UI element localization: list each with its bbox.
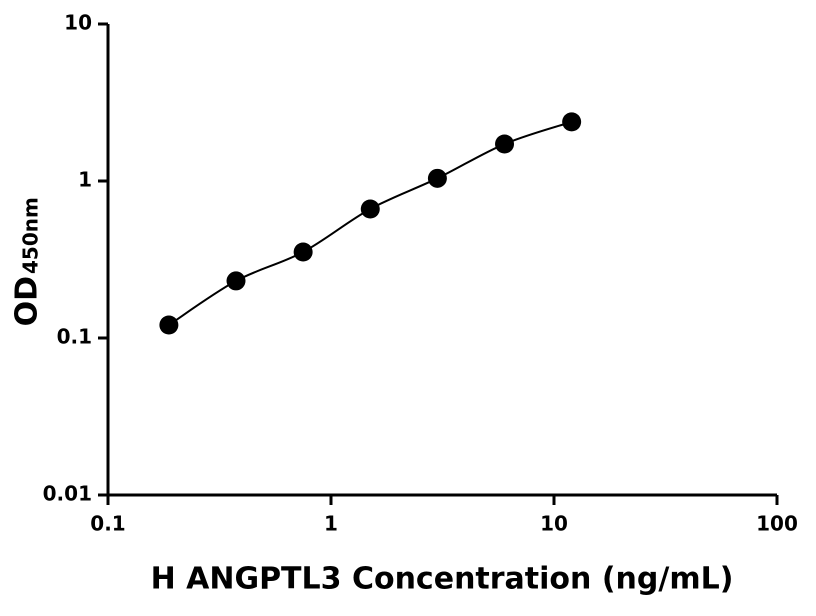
y-axis-title: OD bbox=[10, 276, 45, 326]
y-tick-label: 10 bbox=[64, 11, 92, 35]
data-point bbox=[293, 242, 313, 262]
data-point bbox=[495, 134, 515, 154]
y-axis-title-group: OD 450nm bbox=[10, 197, 45, 326]
data-point bbox=[562, 112, 582, 132]
x-axis-title: H ANGPTL3 Concentration (ng/mL) bbox=[151, 562, 734, 597]
fit-curve bbox=[168, 120, 572, 326]
y-axis-title-sub: 450nm bbox=[19, 197, 43, 274]
x-tick-label: 1 bbox=[324, 512, 338, 536]
y-tick-label: 0.01 bbox=[43, 482, 92, 506]
x-tick-label: 100 bbox=[756, 512, 798, 536]
x-tick-label: 0.1 bbox=[90, 512, 125, 536]
y-tick-label: 0.1 bbox=[57, 325, 92, 349]
data-point bbox=[226, 271, 246, 291]
x-tick-label: 10 bbox=[540, 512, 568, 536]
y-tick-label: 1 bbox=[78, 168, 92, 192]
data-point bbox=[159, 315, 179, 335]
data-point bbox=[360, 199, 380, 219]
data-point bbox=[427, 168, 447, 188]
